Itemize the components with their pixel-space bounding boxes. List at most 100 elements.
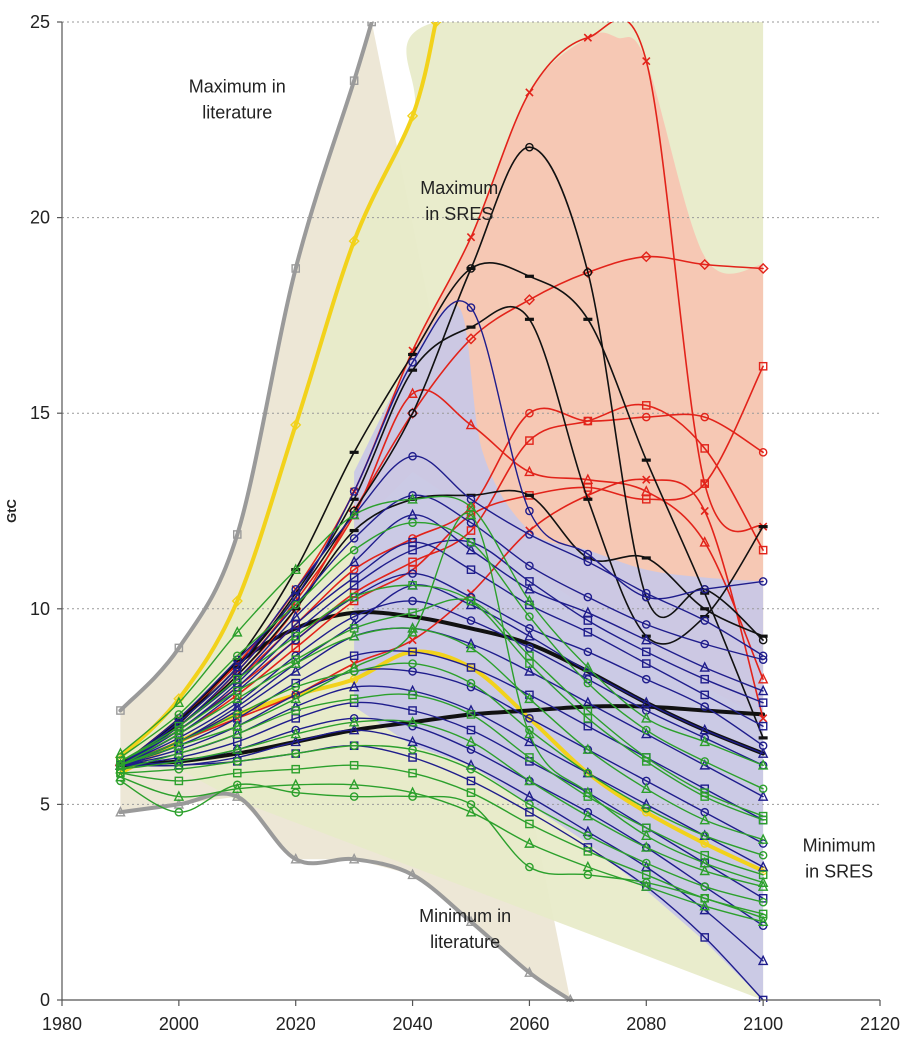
series-15-point-2040 <box>408 352 418 357</box>
series-39-point-2070 <box>583 768 593 778</box>
series-35-point-2010 <box>232 626 243 637</box>
series-31-point-2050 <box>466 776 476 786</box>
series-42-point-2010 <box>232 757 242 766</box>
series-42-point-2100 <box>758 897 768 907</box>
series-42-point-2000 <box>174 764 184 774</box>
series-9-point-2090 <box>700 412 710 422</box>
series-8-point-2100 <box>757 262 769 275</box>
series-45 <box>116 776 768 923</box>
series-13-point-2040 <box>408 635 417 645</box>
series-43-point-2030 <box>349 760 359 770</box>
series-33-line <box>119 539 764 766</box>
series-47-point-2030 <box>348 661 360 672</box>
series-22-point-2080 <box>641 674 651 684</box>
series-2-point-2040 <box>407 868 418 880</box>
y-tick-label-10: 10 <box>30 599 50 619</box>
series-47-line <box>119 512 764 884</box>
series-43-point-2000 <box>174 776 184 786</box>
series-31-point-2090 <box>700 933 710 942</box>
series-34-point-2080 <box>641 696 652 707</box>
series-9-point-2060 <box>525 408 534 418</box>
series-23-point-2050 <box>466 616 476 625</box>
series-32-point-2070 <box>583 592 593 602</box>
series-39-point-2100 <box>758 850 768 860</box>
series-32-point-2100 <box>758 655 768 664</box>
series-41-point-2020 <box>290 727 301 739</box>
series-14-point-2060 <box>525 142 534 152</box>
series-22-line <box>119 572 764 766</box>
series-46-point-2050 <box>466 596 476 606</box>
series-28-point-2040 <box>408 706 417 715</box>
series-7-point-2070 <box>583 33 593 42</box>
series-45-point-2050 <box>466 800 476 809</box>
series-20-point-2060 <box>524 583 535 594</box>
range-region-3 <box>354 32 764 719</box>
series-45-point-2000 <box>174 807 184 817</box>
series-42 <box>116 741 768 907</box>
series-18-point-2030 <box>349 487 359 496</box>
series-13-point-2090 <box>700 506 709 516</box>
series-28-line <box>119 701 764 899</box>
series-36-point-2100 <box>758 784 768 794</box>
series-34-point-2090 <box>699 723 710 735</box>
series-1-line <box>118 22 374 713</box>
series-21-point-2070 <box>583 627 593 637</box>
series-40-point-2040 <box>408 690 417 700</box>
series-16-point-2070 <box>583 497 593 501</box>
series-37-point-2030 <box>349 592 359 602</box>
series-47 <box>115 508 769 887</box>
annotation-min-sres: Minimum in SRES <box>803 835 876 881</box>
series-42-point-2040 <box>408 745 417 754</box>
series-45-point-2030 <box>349 792 359 801</box>
series-42-point-2050 <box>466 764 476 774</box>
series-33-point-2100 <box>758 698 768 707</box>
series-42-point-2080 <box>641 858 651 868</box>
series-36-point-2020 <box>291 600 301 610</box>
series-2-line <box>118 791 573 1002</box>
series-33-point-2080 <box>641 647 651 657</box>
series-8-point-2060 <box>523 294 536 306</box>
annotation-min-lit-line-1: Minimum in <box>419 906 511 926</box>
annotation-max-sres-line-1: Maximum <box>420 178 498 198</box>
annotation-min-lit-line-2: literature <box>430 932 500 952</box>
y-tick-label-15: 15 <box>30 403 50 423</box>
series-41-point-2040 <box>407 716 418 727</box>
series-38-point-2100 <box>757 833 769 844</box>
series-41-point-2090 <box>699 864 710 876</box>
series-8-point-2080 <box>640 251 652 263</box>
series-19-point-2060 <box>525 530 534 539</box>
series-36-point-2090 <box>700 757 710 766</box>
series-39-point-2090 <box>700 831 710 840</box>
annotation-min-lit: Minimum in literature <box>419 906 511 952</box>
x-tick-label-2040: 2040 <box>393 1014 433 1034</box>
series-34-line <box>119 584 764 766</box>
series-42-point-2060 <box>525 800 534 809</box>
series-15-point-2070 <box>583 317 593 321</box>
series-15-point-2060 <box>524 274 534 278</box>
series-33-point-2060 <box>525 577 534 586</box>
series-46-point-2090 <box>700 788 710 797</box>
series-42-point-2070 <box>583 831 593 840</box>
series-41-point-2060 <box>524 774 535 786</box>
series-25-point-2030 <box>349 651 359 661</box>
series-10-point-2090 <box>700 444 710 453</box>
series-45-line <box>119 780 764 919</box>
series-12-point-2100 <box>758 361 768 371</box>
series-38-point-2050 <box>465 641 477 653</box>
series-8-point-2050 <box>465 333 477 345</box>
x-tick-label-2080: 2080 <box>626 1014 666 1034</box>
series-8-point-2090 <box>699 258 711 271</box>
series-18-point-2100 <box>758 577 768 586</box>
series-45-point-2090 <box>700 893 710 903</box>
series-46-point-2010 <box>232 686 242 696</box>
series-44-point-2050 <box>465 806 477 817</box>
series-40-point-2020 <box>291 706 301 715</box>
series-19-point-2080 <box>641 588 651 598</box>
series-lines <box>114 22 769 1002</box>
annotation-min-sres-line-1: Minimum <box>803 835 876 855</box>
series-22-point-2090 <box>700 702 710 711</box>
series-44-point-2000 <box>173 790 185 801</box>
series-43-point-2020 <box>291 764 301 774</box>
